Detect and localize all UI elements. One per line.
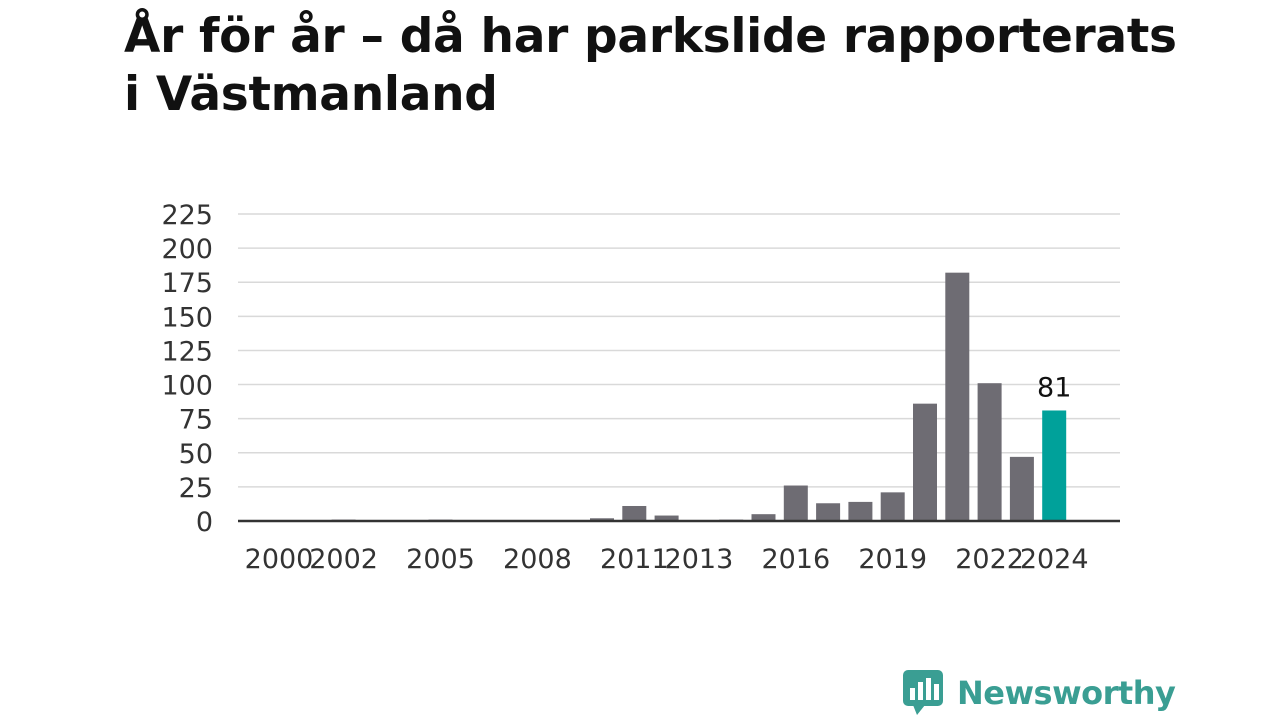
- bar: [1009, 456, 1034, 521]
- x-tick-label: 2002: [309, 544, 378, 575]
- y-tick-label: 100: [161, 371, 213, 402]
- x-tick-label: 2013: [665, 544, 734, 575]
- y-tick-label: 50: [179, 439, 213, 470]
- y-tick-label: 150: [161, 302, 213, 333]
- y-tick-label: 175: [161, 268, 213, 299]
- chart-title: År för år – då har parkslide rapporterat…: [124, 9, 1177, 122]
- x-tick-label: 2000: [245, 544, 314, 575]
- newsworthy-logo: Newsworthy: [903, 670, 1176, 716]
- x-tick-label: 2024: [1020, 544, 1089, 575]
- bar: [945, 272, 970, 521]
- data-label: 81: [1037, 372, 1071, 403]
- brand-name: Newsworthy: [957, 674, 1176, 712]
- x-tick-label: 2022: [955, 544, 1024, 575]
- bars: [331, 272, 1067, 521]
- y-tick-label: 25: [179, 473, 213, 504]
- bar: [590, 518, 614, 521]
- bar: [622, 505, 647, 521]
- bar: [816, 503, 841, 521]
- x-tick-label: 2008: [503, 544, 572, 575]
- y-tick-label: 200: [161, 234, 213, 265]
- bar: [977, 383, 1002, 521]
- bar: [751, 514, 776, 521]
- bar: [654, 515, 679, 521]
- y-tick-label: 125: [161, 336, 213, 367]
- x-tick-label: 2019: [858, 544, 927, 575]
- bar: [913, 403, 937, 521]
- bar: [848, 501, 873, 521]
- data-labels: 81: [1037, 372, 1071, 403]
- bar: [1042, 410, 1067, 521]
- bar-chart-speech-bubble-icon: [903, 670, 943, 715]
- grid-lines: [238, 213, 1120, 488]
- y-tick-label: 0: [196, 507, 213, 538]
- x-tick-label: 2011: [600, 544, 669, 575]
- bar: [880, 492, 905, 521]
- x-tick-label: 2005: [406, 544, 475, 575]
- y-tick-label: 75: [179, 405, 213, 436]
- bar: [783, 485, 808, 521]
- y-tick-label: 225: [161, 200, 213, 231]
- x-tick-label: 2016: [761, 544, 830, 575]
